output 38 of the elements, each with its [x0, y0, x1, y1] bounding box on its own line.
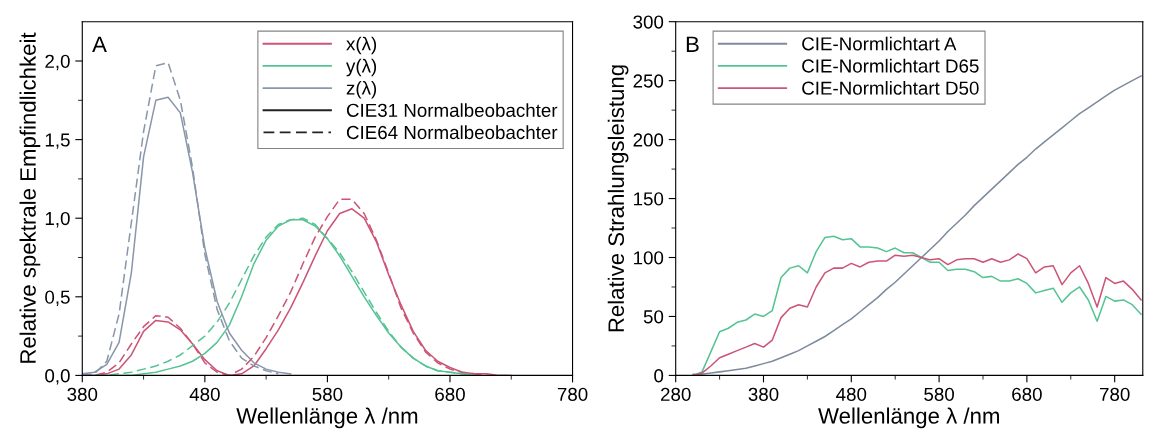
legend-label: x(λ) [346, 36, 377, 55]
annotation: A [92, 36, 107, 52]
legend-label: CIE-Normlichtart D65 [802, 58, 979, 73]
y-tick-label: 50 [643, 310, 664, 324]
y-tick-label: 250 [633, 74, 664, 88]
y-tick-label: 150 [634, 192, 664, 206]
x-tick-label: 680 [1012, 387, 1042, 401]
legend-label: z(λ) [346, 81, 377, 99]
y-tick-label: 200 [633, 133, 664, 147]
y-tick-label: 0 [654, 369, 664, 383]
x-tick-label: 480 [836, 387, 867, 401]
legend-label: CIE-Normlichtart A [802, 36, 957, 51]
line-series [692, 75, 1142, 375]
y-tick-label: 2,0 [45, 54, 70, 71]
legend-label: CIE-Normlichtart D50 [802, 81, 979, 95]
x-tick-label: 580 [924, 387, 954, 401]
y-tick-label: 300 [633, 15, 664, 29]
y-tick-label: 1,0 [45, 211, 70, 228]
y-axis-title: Relative Strahlungsleistung [607, 65, 629, 332]
legend-label: CIE31 Normalbeobachter [346, 103, 558, 117]
x-tick-label: 480 [189, 387, 220, 401]
x-axis-title: Wellenlänge λ /nm [236, 407, 418, 429]
y-tick-label: 0,5 [45, 290, 70, 306]
annotation: B [686, 36, 699, 52]
legend-label: y(λ) [346, 58, 377, 77]
x-tick-label: 780 [557, 387, 588, 401]
y-axis-title: Relative spektrale Empfindlichkeit [19, 32, 41, 363]
x-tick-label: 680 [435, 387, 465, 401]
x-tick-label: 380 [67, 387, 98, 401]
y-tick-label: 1,5 [45, 133, 70, 149]
x-axis-title: Wellenlänge λ /nm [818, 407, 999, 429]
y-tick-label: 100 [634, 251, 664, 265]
x-tick-label: 780 [1100, 387, 1130, 401]
legend-label: CIE64 Normalbeobachter [346, 125, 558, 140]
x-tick-label: 280 [661, 387, 691, 401]
x-tick-label: 380 [748, 387, 779, 401]
x-tick-label: 580 [312, 387, 343, 401]
y-tick-label: 0,0 [45, 369, 70, 385]
